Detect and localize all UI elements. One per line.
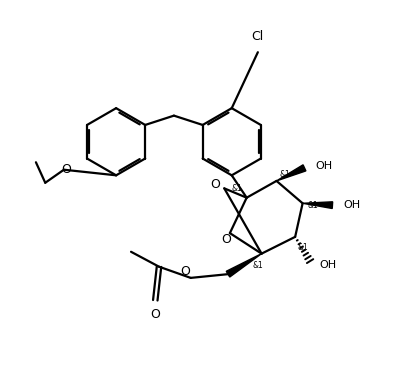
- Text: O: O: [210, 178, 220, 191]
- Text: &1: &1: [297, 243, 308, 252]
- Text: &1: &1: [308, 201, 318, 210]
- Text: &1: &1: [279, 170, 290, 179]
- Text: O: O: [221, 233, 231, 246]
- Polygon shape: [276, 165, 306, 181]
- Text: OH: OH: [315, 161, 332, 171]
- Text: O: O: [180, 265, 190, 278]
- Text: O: O: [61, 163, 71, 176]
- Text: O: O: [150, 308, 160, 322]
- Text: Cl: Cl: [252, 30, 264, 43]
- Text: OH: OH: [320, 260, 337, 270]
- Polygon shape: [303, 202, 333, 209]
- Text: OH: OH: [343, 200, 360, 210]
- Text: &1: &1: [232, 184, 243, 193]
- Text: &1: &1: [252, 261, 263, 270]
- Polygon shape: [226, 254, 261, 277]
